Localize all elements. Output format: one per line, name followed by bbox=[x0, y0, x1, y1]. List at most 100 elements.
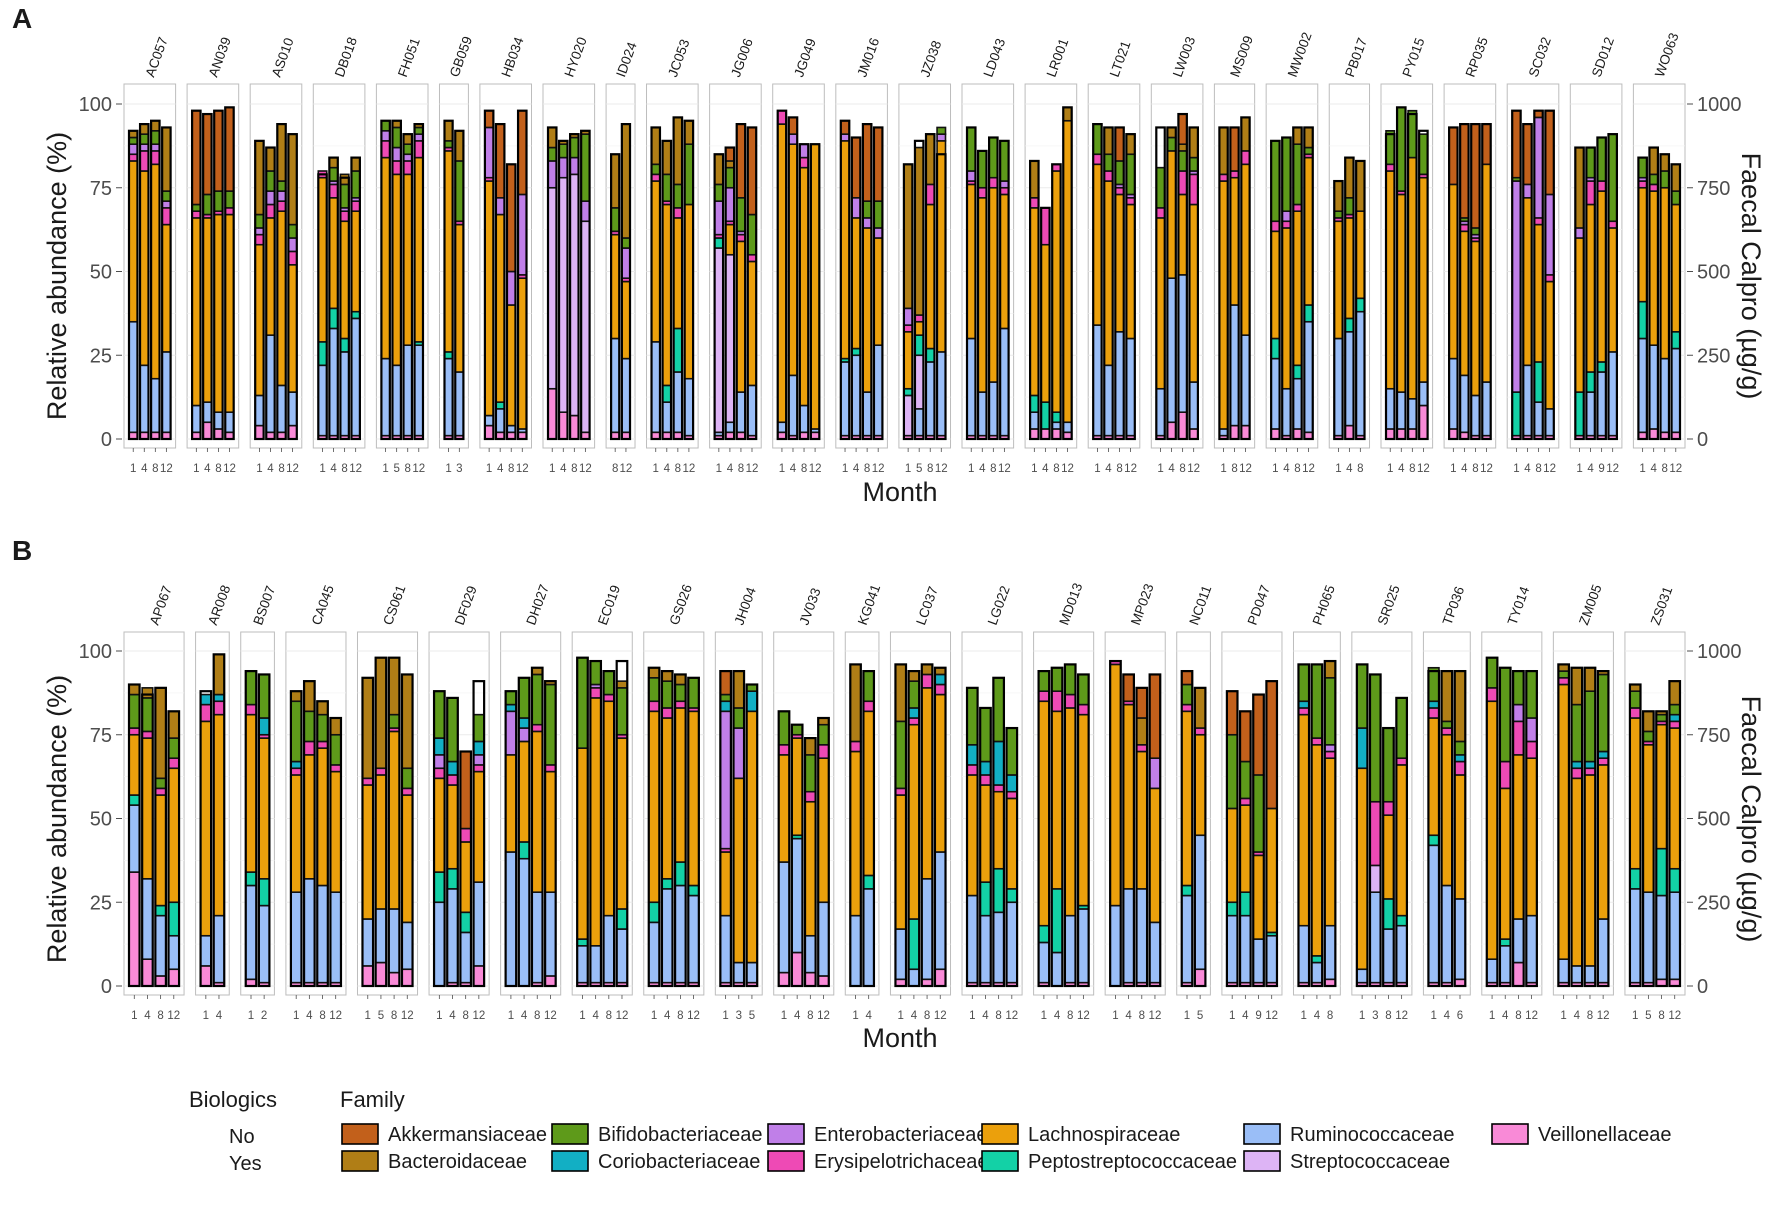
bar-segment-lachnospiraceae bbox=[1292, 210, 1303, 367]
month-tick-label: 8 bbox=[405, 463, 411, 475]
bar-segment-bifidobacteriaceae bbox=[1281, 136, 1292, 212]
bar-segment-akkermansiaceae bbox=[787, 116, 799, 135]
bar-segment-veillonellaceae bbox=[1418, 404, 1429, 440]
strip-label-md013: MD013 bbox=[1056, 581, 1085, 627]
bar-segment-ruminococcaceae bbox=[1418, 381, 1429, 407]
month-tick-label: 1 bbox=[1031, 463, 1037, 475]
legend: Biologics No Yes Family Akkermansiaceae B… bbox=[189, 1087, 1671, 1175]
bar-segment-ruminococcaceae bbox=[674, 884, 687, 984]
bar-segment-lachnospiraceae bbox=[459, 841, 472, 914]
bar-segment-bacteroidaceae bbox=[1648, 146, 1659, 176]
bar-segment-bifidobacteriaceae bbox=[650, 163, 661, 176]
bar-segment-peptostreptococcaceae bbox=[979, 881, 992, 917]
bar-segment-erysipelotrichaceae bbox=[1194, 727, 1207, 736]
bar-outline bbox=[1292, 126, 1303, 441]
bar-outline bbox=[127, 129, 139, 441]
bar-segment-erysipelotrichaceae bbox=[1323, 750, 1337, 759]
bar-segment-bacteroidaceae bbox=[128, 683, 141, 696]
bar-segment-enterobacteriaceae bbox=[1148, 757, 1162, 790]
bar-segment-bifidobacteriaceae bbox=[1037, 670, 1050, 692]
bar-segment-lachnospiraceae bbox=[1525, 757, 1538, 917]
bar-segment-bacteroidaceae bbox=[1583, 666, 1597, 693]
bar-segment-bacteroidaceae bbox=[650, 126, 661, 166]
bar-outline bbox=[1557, 663, 1571, 988]
bar-segment-erysipelotrichaceae bbox=[1453, 760, 1467, 776]
bar-segment-lachnospiraceae bbox=[1062, 119, 1073, 424]
bar-segment-erysipelotrichaceae bbox=[966, 764, 979, 776]
bar-segment-enterobacteriaceae bbox=[719, 710, 732, 850]
bar-segment-coriobacteriaceae bbox=[745, 690, 759, 713]
bar-outline bbox=[443, 119, 454, 441]
bar-outline bbox=[167, 710, 181, 988]
bar-segment-lachnospiraceae bbox=[167, 767, 180, 904]
bar-segment-bifidobacteriaceae bbox=[213, 190, 224, 213]
bar-segment-enterobacteriaceae bbox=[851, 197, 862, 219]
bar-segment-akkermansiaceae bbox=[1544, 109, 1555, 196]
bar-segment-bifidobacteriaceae bbox=[992, 676, 1005, 743]
bar-segment-lachnospiraceae bbox=[903, 330, 914, 390]
bar-outline bbox=[505, 163, 517, 441]
bar-segment-lachnospiraceae bbox=[862, 227, 873, 393]
bar-segment-enterobacteriaceae bbox=[517, 727, 531, 743]
bar-segment-enterobacteriaceae bbox=[713, 200, 724, 236]
bar-segment-streptococcaceae bbox=[547, 186, 558, 390]
bar-segment-ruminococcaceae bbox=[202, 401, 213, 424]
y2-tick-label: 1000 bbox=[1697, 641, 1742, 663]
bar-segment-coriobacteriaceae bbox=[1005, 774, 1018, 793]
month-tick-label: 5 bbox=[1645, 1010, 1651, 1022]
bar-segment-ruminococcaceae bbox=[1037, 941, 1050, 984]
facet-bs007: BS007 1 2 bbox=[240, 584, 278, 1022]
bar-segment-lachnospiraceae bbox=[303, 754, 316, 880]
bar-segment-ruminococcaceae bbox=[380, 357, 391, 437]
bar-segment-bacteroidaceae bbox=[339, 173, 350, 186]
bar-outline bbox=[361, 676, 375, 988]
bar-segment-lachnospiraceae bbox=[1188, 203, 1199, 383]
bar-segment-bifidobacteriaceae bbox=[547, 146, 558, 162]
strip-label-ca045: CA045 bbox=[309, 583, 337, 627]
strip-label-hb034: HB034 bbox=[498, 35, 526, 79]
bar-segment-peptostreptococcaceae bbox=[862, 874, 875, 890]
month-tick-label: 12 bbox=[1525, 1010, 1538, 1022]
bar-segment-ruminococcaceae bbox=[1148, 921, 1162, 984]
bar-segment-erysipelotrichaceae bbox=[735, 233, 746, 243]
month-tick-label: 4 bbox=[330, 463, 337, 475]
bar-segment-lachnospiraceae bbox=[647, 710, 661, 904]
bar-outline bbox=[530, 666, 544, 988]
bar-segment-lachnospiraceae bbox=[1051, 170, 1062, 413]
bar-segment-enterobacteriaceae bbox=[1323, 743, 1337, 753]
bar-segment-enterobacteriaceae bbox=[287, 237, 298, 253]
bar-segment-erysipelotrichaceae bbox=[1369, 800, 1382, 867]
y2-tick-label: 500 bbox=[1697, 262, 1730, 284]
bar-segment-erysipelotrichaceae bbox=[1512, 720, 1525, 756]
bar-segment-lachnospiraceae bbox=[1668, 727, 1681, 870]
bar-segment-enterobacteriaceae bbox=[547, 160, 558, 189]
bar-segment-bifidobacteriaceae bbox=[672, 183, 683, 209]
bar-outline bbox=[546, 126, 558, 441]
bar-segment-ruminococcaceae bbox=[1310, 961, 1323, 984]
strip-label-zm005: ZM005 bbox=[1576, 582, 1604, 627]
bar-segment-erysipelotrichaceae bbox=[150, 150, 161, 166]
facet-ar008: AR008 1 4 bbox=[195, 583, 233, 1022]
bar-segment-veillonellaceae bbox=[1270, 428, 1281, 440]
bar-segment-veillonellaceae bbox=[1385, 428, 1396, 440]
bar-segment-lachnospiraceae bbox=[391, 173, 402, 367]
month-tick-label: 8 bbox=[1409, 463, 1415, 475]
month-tick-label: 8 bbox=[1067, 1010, 1073, 1022]
bar-segment-erysipelotrichaceae bbox=[1525, 740, 1538, 760]
bar-segment-ruminococcaceae bbox=[317, 364, 328, 437]
bar-segment-peptostreptococcaceae bbox=[258, 877, 271, 907]
bar-segment-erysipelotrichaceae bbox=[1570, 767, 1583, 780]
bar-segment-ruminococcaceae bbox=[224, 411, 235, 434]
bar-outline bbox=[1440, 669, 1454, 988]
bar-outline bbox=[589, 659, 603, 988]
bar-outline bbox=[413, 122, 425, 441]
bar-segment-akkermansiaceae bbox=[202, 113, 213, 196]
bar-segment-erysipelotrichaceae bbox=[1135, 743, 1148, 753]
bar-segment-lachnospiraceae bbox=[517, 740, 531, 843]
bar-segment-lachnospiraceae bbox=[1310, 743, 1323, 957]
bar-segment-enterobacteriaceae bbox=[276, 190, 287, 202]
bar-segment-bifidobacteriaceae bbox=[602, 670, 615, 696]
month-tick-label: 8 bbox=[1472, 463, 1478, 475]
bar-segment-ruminococcaceae bbox=[894, 928, 907, 981]
